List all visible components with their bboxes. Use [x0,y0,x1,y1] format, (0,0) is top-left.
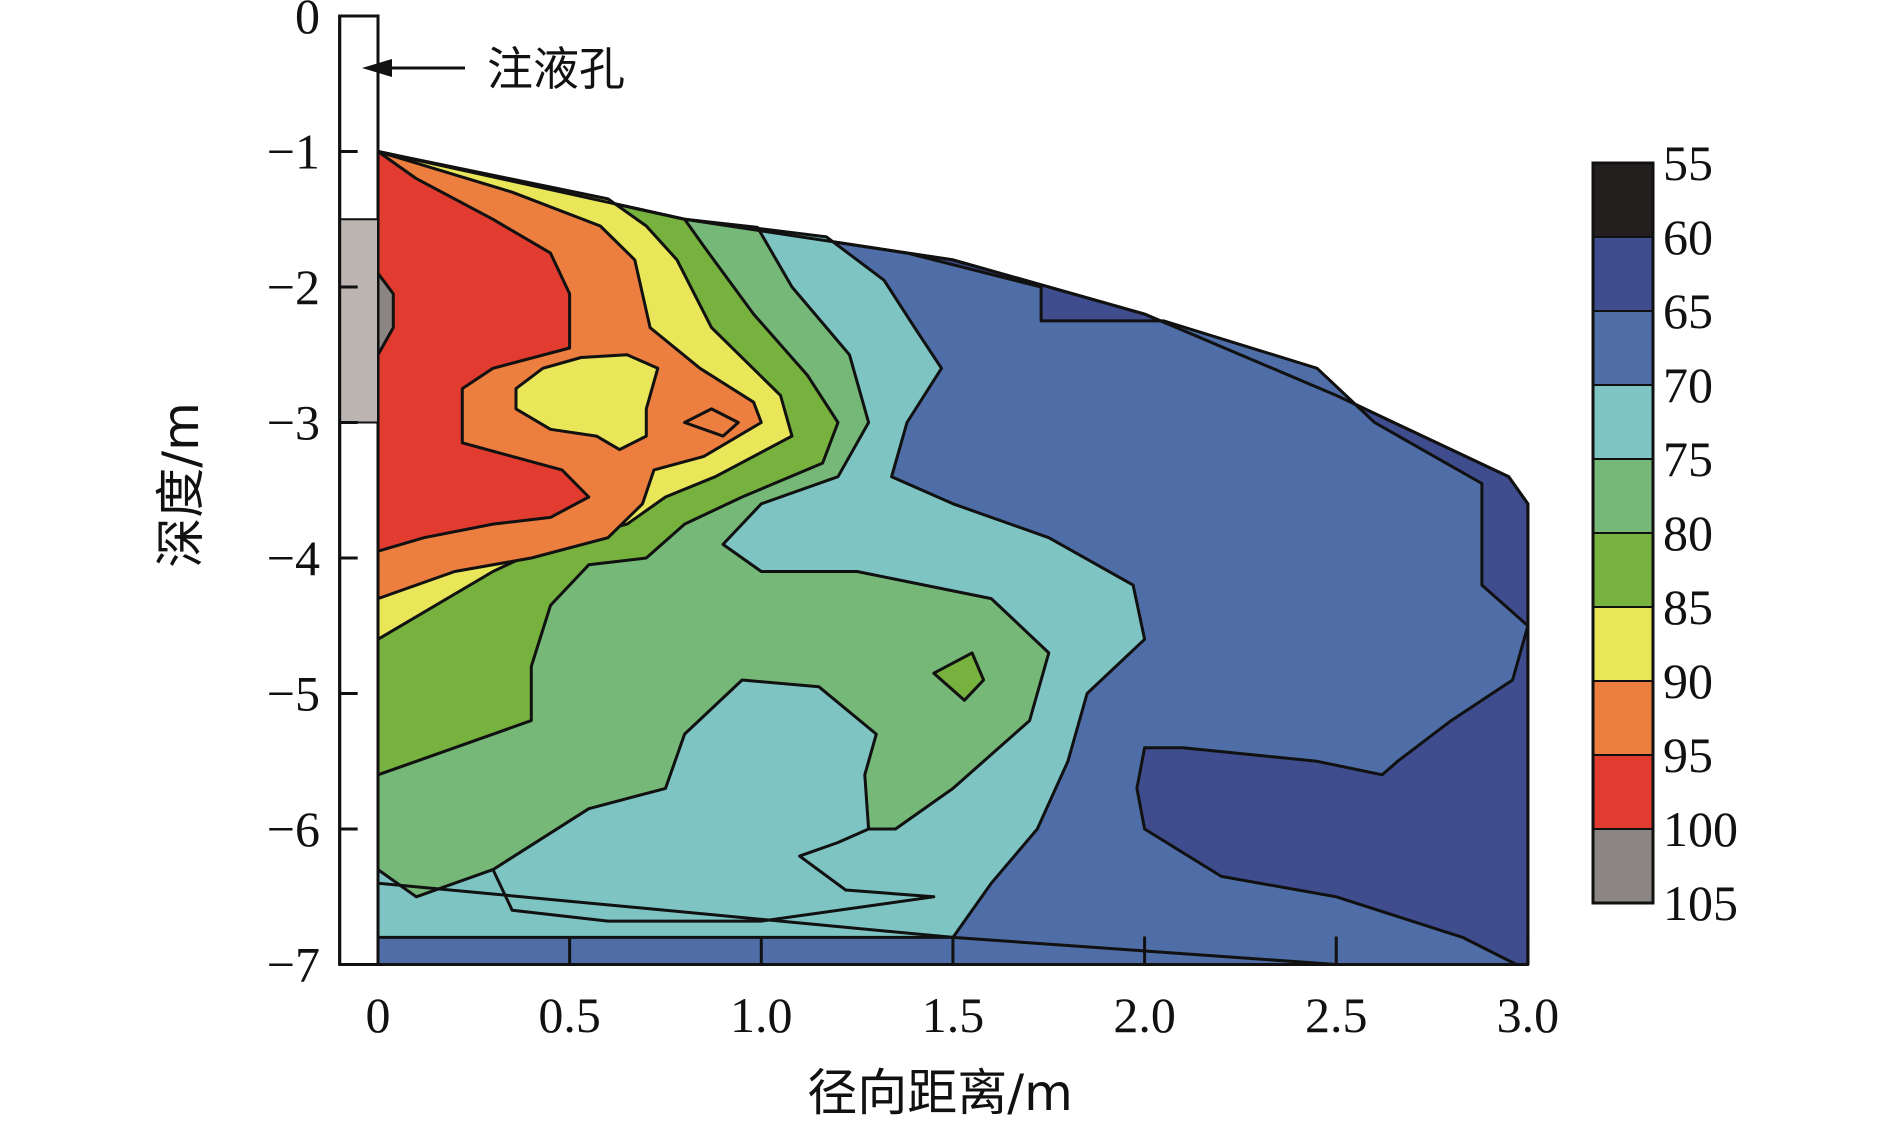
colorbar-label: 105 [1663,875,1738,931]
colorbar-label: 80 [1663,505,1713,561]
colorbar-label: 65 [1663,283,1713,339]
colorbar-label: 60 [1663,209,1713,265]
x-tick-label: 1.0 [730,987,793,1043]
y-tick-label: −4 [267,530,320,586]
colorbar-label: 90 [1663,653,1713,709]
injection-hole-arrowhead [362,59,392,77]
x-axis-title: 径向距离/m [807,1064,1073,1122]
colorbar-label: 100 [1663,801,1738,857]
x-tick-label: 1.5 [922,987,985,1043]
x-tick-label: 0.5 [538,987,601,1043]
y-tick-label: 0 [295,0,320,44]
x-tick-label: 2.0 [1113,987,1176,1043]
domain-boundary-top [377,150,1530,965]
colorbar-swatch [1592,606,1654,682]
y-tick-label: −1 [267,124,320,180]
contour-region-10 [683,407,740,438]
colorbar-label: 75 [1663,431,1713,487]
colorbar-swatch [1592,162,1654,238]
contour-region-5 [932,651,986,702]
colorbar-swatch [1592,680,1654,756]
y-tick-label: −3 [267,395,320,451]
axes [338,16,1530,966]
y-tick-label: −5 [267,666,320,722]
x-tick-label: 2.5 [1305,987,1368,1043]
y-axis-title: 深度/m [152,402,210,568]
contour-region-9 [514,353,660,452]
contour-region-11 [376,150,591,553]
injection-hole: 注液孔 [338,14,625,966]
colorbar-legend: 55 60 65 70 75 80 85 90 95 100 105 [1591,135,1738,931]
colorbar-label: 85 [1663,579,1713,635]
colorbar-label: 70 [1663,357,1713,413]
colorbar-swatch [1592,310,1654,386]
x-tick-label: 0 [366,987,391,1043]
colorbar-swatch [1592,384,1654,460]
injection-hole-screen-section [338,218,380,424]
colorbar-frame [1591,161,1655,905]
contour-regions [376,150,1530,966]
y-tick-label: −2 [267,259,320,315]
injection-hole-label: 注液孔 [487,42,625,96]
colorbar-swatch [1592,236,1654,312]
x-tick-label: 3.0 [1497,987,1560,1043]
injection-hole-tube [338,14,380,966]
colorbar-swatch [1592,754,1654,830]
colorbar-swatch [1592,458,1654,534]
colorbar-swatch [1592,828,1654,904]
y-tick-label: −6 [267,801,320,857]
tick-labels: 0 0.5 1.0 1.5 2.0 2.5 3.0 0 −1 −2 −3 −4 −5 −6 −7 [267,0,1559,1043]
colorbar-swatch [1592,532,1654,608]
colorbar-label: 95 [1663,727,1713,783]
y-tick-label: −7 [267,937,320,993]
colorbar-label: 55 [1663,135,1713,191]
contour-region-4 [491,678,936,923]
